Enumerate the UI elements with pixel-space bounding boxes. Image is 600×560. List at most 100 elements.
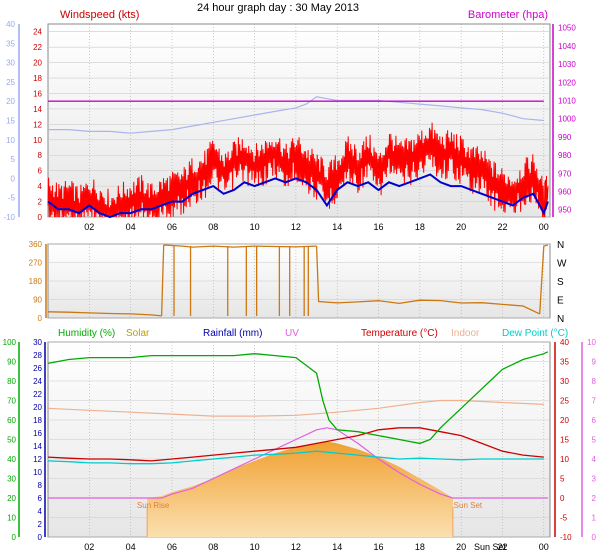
wind-x-tick-label: 12	[291, 222, 301, 232]
kts-tick-label: 20	[33, 59, 42, 68]
humidity-tick-label: 100	[3, 338, 17, 347]
rain-tick-label: 0	[38, 533, 43, 542]
hpa-tick-label: 980	[558, 151, 572, 160]
rain-tick-label: 22	[33, 390, 42, 399]
solar-label: Solar	[126, 328, 150, 339]
humidity-tick-label: 40	[7, 455, 16, 464]
far-left-tick-label: 40	[6, 20, 15, 29]
windspeed-label: Windspeed (kts)	[60, 9, 139, 21]
hpa-tick-label: 1000	[558, 115, 576, 124]
wind-direction-line	[315, 246, 540, 315]
temp-tick-label: 25	[560, 397, 569, 406]
humidity-tick-label: 70	[7, 397, 16, 406]
dir-tick-label: 90	[33, 296, 42, 305]
uv-tick-label: 4	[592, 455, 597, 464]
rain-tick-label: 30	[33, 338, 42, 347]
env-x-tick-label: 10	[250, 542, 260, 552]
env-extra-tick-label: Sun Set	[474, 542, 507, 552]
uv-tick-label: 9	[592, 358, 597, 367]
far-left-tick-label: 15	[6, 117, 15, 126]
env-x-tick-label: 20	[456, 542, 466, 552]
kts-tick-label: 8	[38, 151, 43, 160]
kts-tick-label: 12	[33, 120, 42, 129]
hpa-tick-label: 950	[558, 206, 572, 215]
rain-tick-label: 14	[33, 442, 42, 451]
dewpoint-line	[47, 450, 544, 465]
hpa-tick-label: 1040	[558, 42, 576, 51]
rain-tick-label: 18	[33, 416, 42, 425]
temp-tick-label: 40	[560, 338, 569, 347]
rainfall-label: Rainfall (mm)	[203, 328, 262, 339]
dewpoint-label: Dew Point (°C)	[502, 328, 568, 339]
wind-gust-line	[47, 122, 549, 218]
humidity-tick-label: 60	[7, 416, 16, 425]
sunrise-label: Sun Rise	[137, 501, 170, 510]
indoor-label: Indoor	[451, 328, 480, 339]
uv-tick-label: 2	[592, 494, 597, 503]
env-x-tick-label: 16	[374, 542, 384, 552]
temp-tick-label: 10	[560, 455, 569, 464]
far-left-tick-label: 5	[11, 155, 16, 164]
rain-tick-label: 26	[33, 364, 42, 373]
wind-x-tick-label: 04	[126, 222, 136, 232]
hpa-tick-label: 1010	[558, 96, 576, 105]
far-left-tick-label: 30	[6, 59, 15, 68]
env-x-tick-label: 12	[291, 542, 301, 552]
env-x-tick-label: 00	[539, 542, 549, 552]
humidity-line	[47, 351, 549, 445]
temperature-line	[47, 427, 544, 462]
wind-direction-line	[163, 244, 317, 248]
kts-tick-label: 24	[33, 28, 42, 37]
hpa-tick-label: 990	[558, 133, 572, 142]
uv-tick-label: 0	[592, 533, 597, 542]
compass-label: N	[557, 314, 564, 325]
rain-tick-label: 20	[33, 403, 42, 412]
env-x-tick-label: 06	[167, 542, 177, 552]
uv-tick-label: 5	[592, 436, 597, 445]
humidity-tick-label: 10	[7, 514, 16, 523]
page-title: 24 hour graph day : 30 May 2013	[197, 2, 359, 14]
far-left-tick-label: -5	[8, 194, 16, 203]
temp-tick-label: 15	[560, 436, 569, 445]
wind-panel-background	[47, 23, 551, 218]
uv-tick-label: 7	[592, 397, 597, 406]
rain-tick-label: 2	[38, 520, 43, 529]
hpa-tick-label: 960	[558, 188, 572, 197]
hpa-tick-label: 1030	[558, 60, 576, 69]
far-left-tick-label: 35	[6, 39, 15, 48]
far-left-tick-label: -10	[3, 213, 15, 222]
kts-tick-label: 14	[33, 105, 42, 114]
dir-tick-label: 180	[29, 277, 43, 286]
hpa-tick-label: 1050	[558, 24, 576, 33]
uv-tick-label: 6	[592, 416, 597, 425]
env-x-tick-label: 02	[84, 542, 94, 552]
wind-x-tick-label: 14	[332, 222, 342, 232]
wind-x-tick-label: 20	[456, 222, 466, 232]
wind-direction-line	[160, 244, 165, 316]
far-left-tick-label: 10	[6, 136, 15, 145]
wind-average-line	[47, 173, 549, 219]
barometer-label: Barometer (hpa)	[468, 9, 548, 21]
temp-tick-label: -10	[560, 533, 572, 542]
humidity-tick-label: 50	[7, 436, 16, 445]
temp-tick-label: 20	[560, 416, 569, 425]
kts-tick-label: 10	[33, 136, 42, 145]
wind-x-tick-label: 10	[250, 222, 260, 232]
env-x-tick-label: 22	[497, 542, 507, 552]
wind-x-tick-label: 22	[497, 222, 507, 232]
dir-tick-label: 0	[38, 314, 43, 323]
far-left-tick-label: 0	[11, 174, 16, 183]
compass-label: E	[557, 296, 564, 307]
wind-x-tick-label: 08	[208, 222, 218, 232]
uv-line	[48, 427, 548, 499]
humidity-tick-label: 90	[7, 358, 16, 367]
rain-tick-label: 10	[33, 468, 42, 477]
uv-tick-label: 8	[592, 377, 597, 386]
hpa-tick-label: 970	[558, 169, 572, 178]
uv-label: UV	[285, 328, 299, 339]
kts-tick-label: 18	[33, 74, 42, 83]
rain-tick-label: 6	[38, 494, 43, 503]
rain-tick-label: 24	[33, 377, 42, 386]
uv-tick-label: 3	[592, 475, 597, 484]
